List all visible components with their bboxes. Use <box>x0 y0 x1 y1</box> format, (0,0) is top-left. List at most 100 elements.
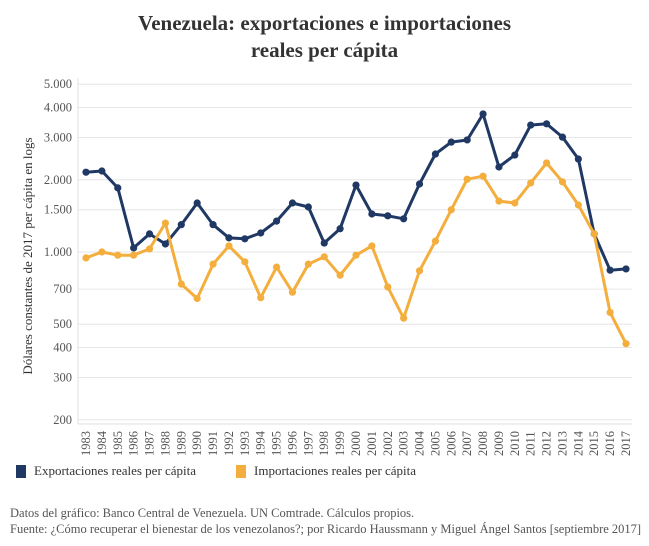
data-point-imports[interactable] <box>130 251 138 259</box>
data-point-exports[interactable] <box>114 184 122 192</box>
x-tick-label: 2009 <box>492 431 506 456</box>
data-point-exports[interactable] <box>574 155 582 163</box>
data-point-exports[interactable] <box>542 120 551 128</box>
data-point-imports[interactable] <box>384 283 392 291</box>
x-tick-label: 1988 <box>158 431 172 456</box>
data-point-imports[interactable] <box>288 288 297 296</box>
data-point-imports[interactable] <box>511 199 519 207</box>
data-point-exports[interactable] <box>400 215 408 223</box>
data-point-imports[interactable] <box>368 242 376 250</box>
data-point-exports[interactable] <box>145 230 154 238</box>
data-point-exports[interactable] <box>384 212 392 220</box>
data-point-exports[interactable] <box>527 121 535 129</box>
x-tick-label: 2006 <box>444 431 458 456</box>
data-point-imports[interactable] <box>209 260 217 268</box>
footer-citation: Fuente: ¿Cómo recuperar el bienestar de … <box>10 522 642 536</box>
data-point-exports[interactable] <box>336 225 344 233</box>
data-point-exports[interactable] <box>606 266 614 274</box>
data-point-imports[interactable] <box>463 175 471 183</box>
data-point-exports[interactable] <box>82 168 90 176</box>
x-tick-label: 1998 <box>317 431 331 456</box>
data-point-imports[interactable] <box>352 251 360 259</box>
x-tick-label: 1986 <box>127 431 141 456</box>
data-point-exports[interactable] <box>304 203 312 211</box>
data-point-exports[interactable] <box>177 221 185 229</box>
data-point-imports[interactable] <box>415 267 424 275</box>
x-tick-label: 2008 <box>476 431 490 456</box>
series-imports <box>82 159 630 348</box>
x-tick-label: 1987 <box>143 431 157 456</box>
x-tick-label: 2001 <box>365 431 379 456</box>
data-point-exports[interactable] <box>495 163 503 171</box>
legend-label-imports: Importaciones reales per cápita <box>254 463 417 478</box>
data-point-imports[interactable] <box>161 219 170 227</box>
data-point-imports[interactable] <box>431 237 440 245</box>
data-point-imports[interactable] <box>320 253 328 261</box>
data-point-exports[interactable] <box>288 199 297 207</box>
x-tick-label: 2011 <box>524 431 538 456</box>
data-point-imports[interactable] <box>336 271 344 279</box>
x-tick-label: 2014 <box>571 430 585 456</box>
footer-data-source: Datos del gráfico: Banco Central de Vene… <box>10 506 415 520</box>
data-point-imports[interactable] <box>400 314 408 322</box>
data-point-exports[interactable] <box>98 167 106 175</box>
data-point-imports[interactable] <box>622 340 630 348</box>
data-point-imports[interactable] <box>98 248 106 256</box>
data-point-exports[interactable] <box>415 180 424 188</box>
data-point-imports[interactable] <box>272 263 281 271</box>
data-point-exports[interactable] <box>368 210 376 218</box>
axes <box>77 78 632 425</box>
data-point-exports[interactable] <box>320 239 328 247</box>
data-point-exports[interactable] <box>225 234 233 242</box>
data-point-exports[interactable] <box>558 133 567 141</box>
data-point-exports[interactable] <box>511 151 519 159</box>
x-tick-label: 1984 <box>95 430 109 456</box>
legend-item-exports[interactable]: Exportaciones reales per cápita <box>16 463 196 479</box>
data-point-imports[interactable] <box>177 280 185 288</box>
data-point-exports[interactable] <box>447 138 455 146</box>
data-point-exports[interactable] <box>257 229 265 237</box>
data-point-imports[interactable] <box>542 159 551 167</box>
data-point-imports[interactable] <box>114 251 122 259</box>
data-point-exports[interactable] <box>479 110 487 118</box>
data-point-imports[interactable] <box>257 294 265 302</box>
legend-label-exports: Exportaciones reales per cápita <box>34 463 197 478</box>
data-point-imports[interactable] <box>225 242 233 250</box>
data-point-imports[interactable] <box>495 197 503 205</box>
data-point-exports[interactable] <box>622 265 630 273</box>
y-tick-label: 200 <box>53 413 72 427</box>
data-point-exports[interactable] <box>193 199 201 207</box>
x-tick-label: 2016 <box>603 431 617 456</box>
data-point-imports[interactable] <box>590 230 598 238</box>
x-tick-label: 1996 <box>285 431 299 456</box>
x-tick-label: 2012 <box>540 431 554 456</box>
data-point-exports[interactable] <box>431 150 440 158</box>
chart-title: Venezuela: exportaciones e importaciones… <box>0 10 649 64</box>
chart-title-line-2: reales per cápita <box>250 38 399 62</box>
data-point-imports[interactable] <box>193 294 201 303</box>
x-tick-label: 1991 <box>206 431 220 456</box>
data-point-exports[interactable] <box>209 221 217 229</box>
data-point-imports[interactable] <box>304 260 312 268</box>
x-tick-label: 2000 <box>349 431 363 456</box>
y-axis-ticks: 200 300 400 500 700 1.000 1.500 2.000 3.000 4.000… <box>44 77 72 427</box>
data-point-exports[interactable] <box>463 136 471 144</box>
data-point-exports[interactable] <box>161 240 170 248</box>
data-point-exports[interactable] <box>352 181 360 189</box>
x-tick-label: 1992 <box>222 431 236 456</box>
data-point-imports[interactable] <box>479 172 487 180</box>
data-point-exports[interactable] <box>241 235 249 243</box>
data-point-imports[interactable] <box>447 206 455 214</box>
x-tick-label: 1990 <box>190 431 204 456</box>
data-point-imports[interactable] <box>82 254 90 262</box>
data-point-imports[interactable] <box>145 245 154 253</box>
legend-item-imports[interactable]: Importaciones reales per cápita <box>236 463 416 479</box>
x-tick-label: 1995 <box>270 431 284 456</box>
data-point-imports[interactable] <box>527 179 535 187</box>
data-point-imports[interactable] <box>241 258 249 266</box>
data-point-imports[interactable] <box>574 201 582 209</box>
data-point-imports[interactable] <box>606 308 614 317</box>
data-point-imports[interactable] <box>558 178 567 186</box>
data-point-exports[interactable] <box>130 244 138 252</box>
data-point-exports[interactable] <box>272 217 281 225</box>
